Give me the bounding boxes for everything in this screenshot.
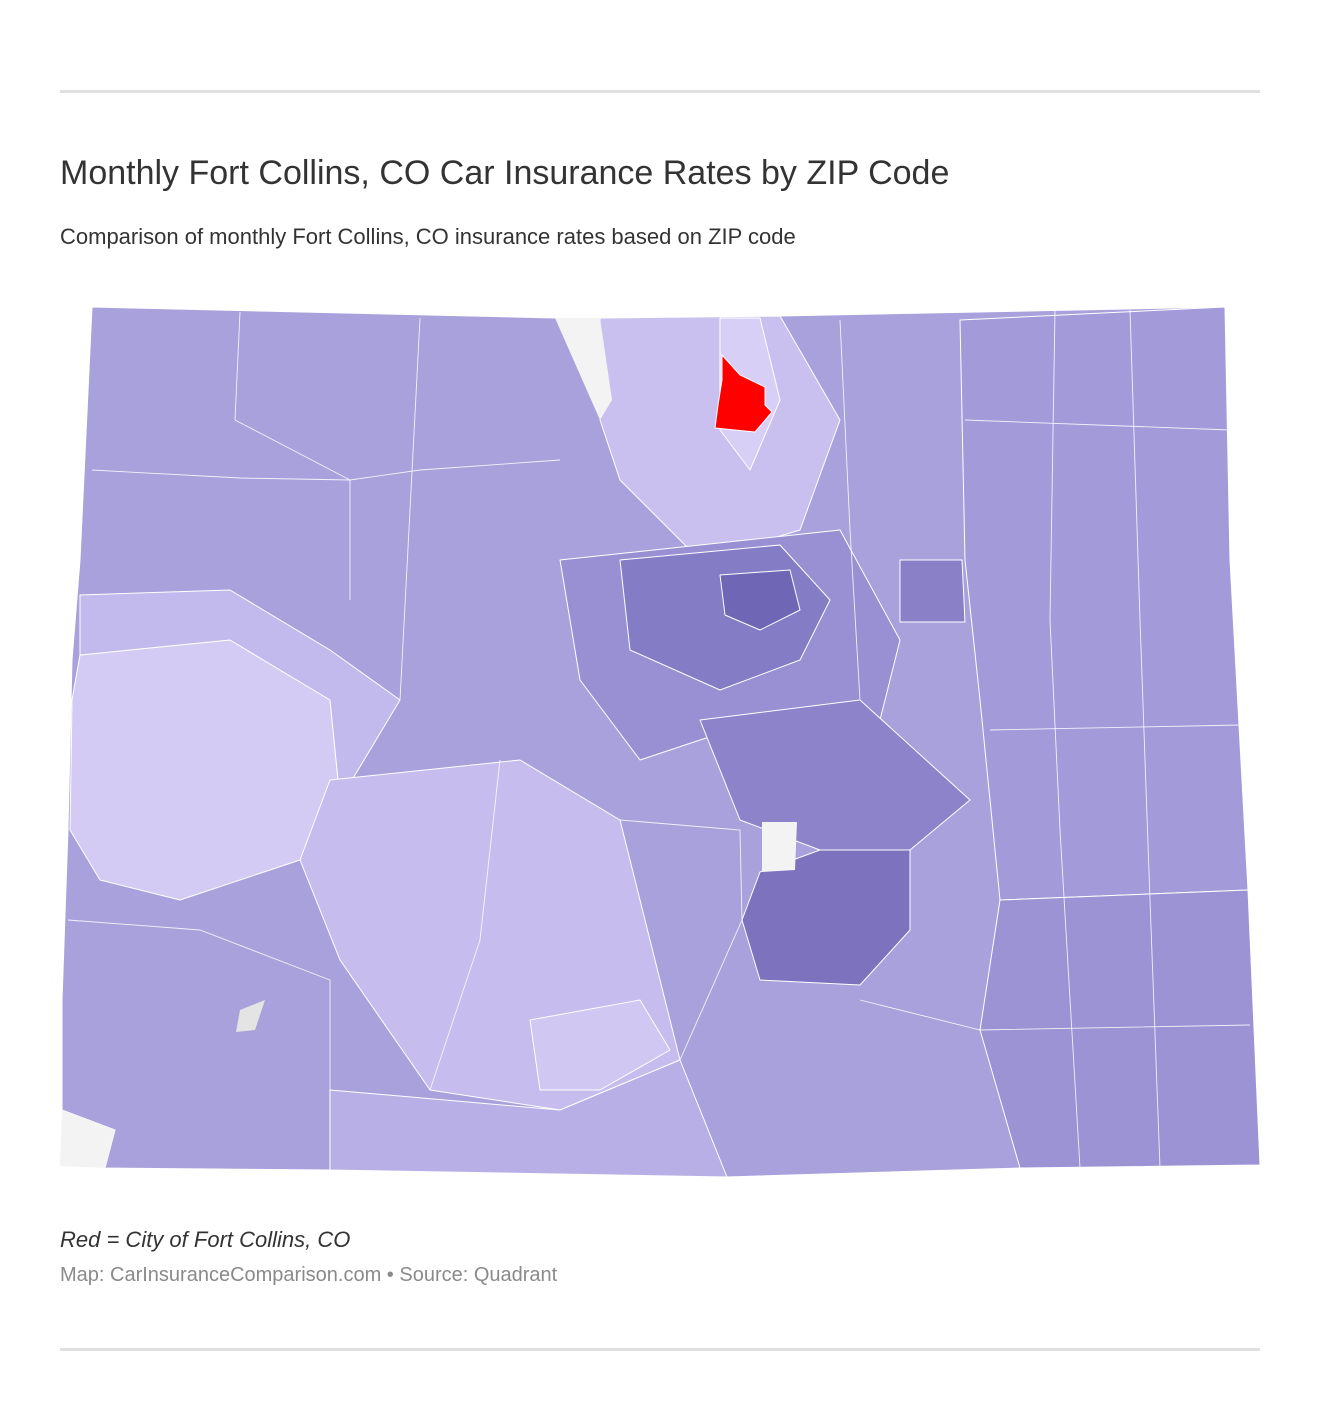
boundary — [859, 999, 1251, 1031]
top-rule — [60, 90, 1260, 93]
region-pueblo — [741, 849, 911, 986]
boundary — [619, 819, 743, 1061]
no-data-area — [60, 1110, 115, 1168]
region-denver-core — [719, 569, 801, 631]
boundary — [399, 317, 421, 701]
region-southeast — [979, 889, 1261, 1169]
no-data-area — [236, 1000, 265, 1032]
title: Monthly Fort Collins, CO Car Insurance R… — [60, 154, 950, 192]
no-data-area — [555, 318, 612, 420]
subtitle: Comparison of monthly Fort Collins, CO i… — [60, 224, 796, 249]
fort-collins — [714, 353, 773, 433]
zip-map — [60, 306, 1261, 1178]
no-data-area — [762, 822, 797, 872]
boundary — [1129, 309, 1161, 1169]
boundary — [234, 311, 351, 600]
boundary — [67, 919, 331, 1170]
bottom-rule — [60, 1348, 1260, 1351]
region-south-light — [529, 999, 671, 1091]
region-east-dark — [899, 559, 966, 623]
boundary — [1049, 309, 1081, 1169]
boundary — [964, 419, 1231, 431]
map-note: Red = City of Fort Collins, CO — [60, 1227, 351, 1252]
boundary — [989, 724, 1241, 731]
region-east — [959, 306, 1249, 901]
boundary — [429, 759, 501, 1091]
boundary — [839, 319, 861, 701]
map-source: Map: CarInsuranceComparison.com • Source… — [60, 1264, 558, 1286]
